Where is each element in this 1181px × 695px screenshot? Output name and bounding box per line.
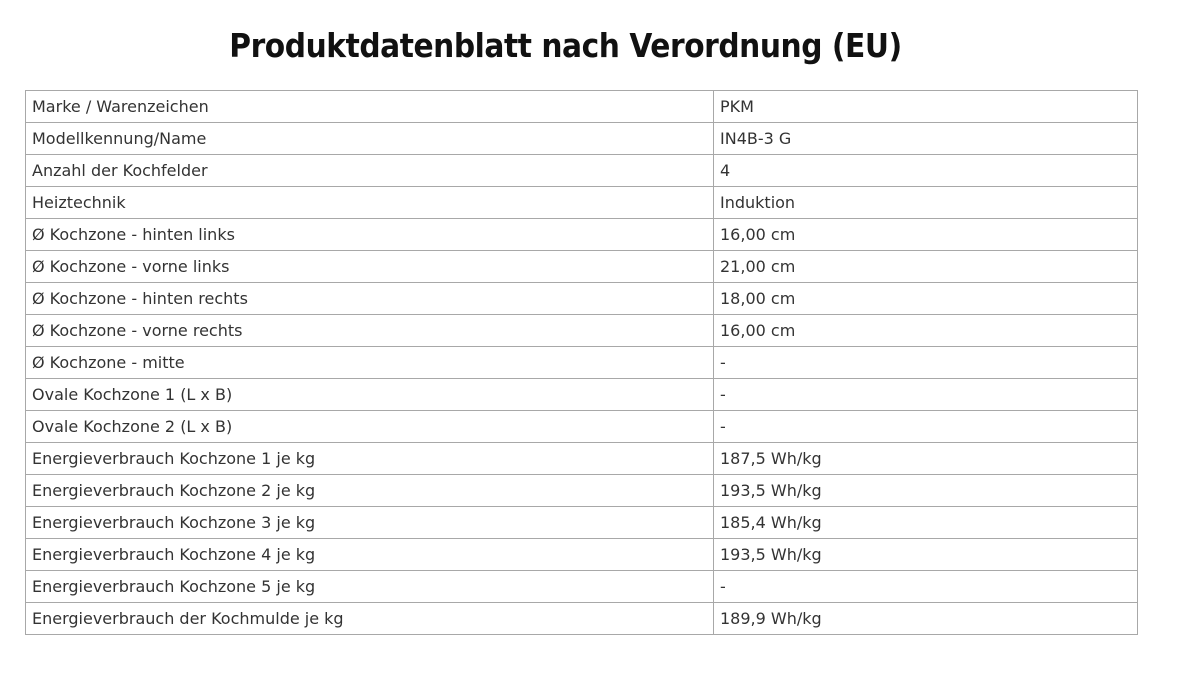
table-row: Heiztechnik Induktion xyxy=(25,186,1138,219)
row-label: Energieverbrauch Kochzone 1 je kg xyxy=(25,442,714,475)
table-row: Ø Kochzone - hinten links 16,00 cm xyxy=(25,218,1138,251)
product-data-table: Marke / Warenzeichen PKM Modellkennung/Nam… xyxy=(25,90,1138,635)
row-label: Energieverbrauch Kochzone 4 je kg xyxy=(25,538,714,571)
row-value: 193,5 Wh/kg xyxy=(713,538,1138,571)
row-label: Ø Kochzone - vorne links xyxy=(25,250,714,283)
row-label: Energieverbrauch der Kochmulde je kg xyxy=(25,602,714,635)
table-row: Modellkennung/Name IN4B-3 G xyxy=(25,122,1138,155)
table-row: Energieverbrauch Kochzone 4 je kg 193,5 W… xyxy=(25,538,1138,571)
table-row: Ovale Kochzone 2 (L x B) - xyxy=(25,410,1138,443)
table-row: Energieverbrauch Kochzone 3 je kg 185,4 W… xyxy=(25,506,1138,539)
table-row: Energieverbrauch Kochzone 5 je kg - xyxy=(25,570,1138,603)
row-value: Induktion xyxy=(713,186,1138,219)
row-value: - xyxy=(713,346,1138,379)
row-label: Ø Kochzone - mitte xyxy=(25,346,714,379)
row-value: 187,5 Wh/kg xyxy=(713,442,1138,475)
row-value: 16,00 cm xyxy=(713,218,1138,251)
row-label: Heiztechnik xyxy=(25,186,714,219)
row-label: Marke / Warenzeichen xyxy=(25,90,714,123)
row-value: 189,9 Wh/kg xyxy=(713,602,1138,635)
row-label: Ø Kochzone - hinten links xyxy=(25,218,714,251)
row-value: 16,00 cm xyxy=(713,314,1138,347)
row-value: IN4B-3 G xyxy=(713,122,1138,155)
table-row: Ø Kochzone - vorne rechts 16,00 cm xyxy=(25,314,1138,347)
table-row: Marke / Warenzeichen PKM xyxy=(25,90,1138,123)
row-label: Energieverbrauch Kochzone 2 je kg xyxy=(25,474,714,507)
row-label: Ø Kochzone - vorne rechts xyxy=(25,314,714,347)
row-value: 18,00 cm xyxy=(713,282,1138,315)
table-row: Energieverbrauch der Kochmulde je kg 189,… xyxy=(25,602,1138,635)
row-label: Ovale Kochzone 2 (L x B) xyxy=(25,410,714,443)
row-label: Energieverbrauch Kochzone 5 je kg xyxy=(25,570,714,603)
row-value: PKM xyxy=(713,90,1138,123)
row-value: 193,5 Wh/kg xyxy=(713,474,1138,507)
row-value: - xyxy=(713,570,1138,603)
row-label: Energieverbrauch Kochzone 3 je kg xyxy=(25,506,714,539)
row-value: - xyxy=(713,378,1138,411)
row-label: Ø Kochzone - hinten rechts xyxy=(25,282,714,315)
table-row: Ø Kochzone - vorne links 21,00 cm xyxy=(25,250,1138,283)
table-row: Anzahl der Kochfelder 4 xyxy=(25,154,1138,187)
row-label: Anzahl der Kochfelder xyxy=(25,154,714,187)
page-title: Produktdatenblatt nach Verordnung (EU) xyxy=(229,26,902,65)
table-row: Ø Kochzone - mitte - xyxy=(25,346,1138,379)
row-value: - xyxy=(713,410,1138,443)
table-row: Energieverbrauch Kochzone 2 je kg 193,5 W… xyxy=(25,474,1138,507)
table-row: Ovale Kochzone 1 (L x B) - xyxy=(25,378,1138,411)
row-label: Modellkennung/Name xyxy=(25,122,714,155)
row-label: Ovale Kochzone 1 (L x B) xyxy=(25,378,714,411)
table-row: Energieverbrauch Kochzone 1 je kg 187,5 W… xyxy=(25,442,1138,475)
row-value: 185,4 Wh/kg xyxy=(713,506,1138,539)
table-row: Ø Kochzone - hinten rechts 18,00 cm xyxy=(25,282,1138,315)
row-value: 21,00 cm xyxy=(713,250,1138,283)
row-value: 4 xyxy=(713,154,1138,187)
